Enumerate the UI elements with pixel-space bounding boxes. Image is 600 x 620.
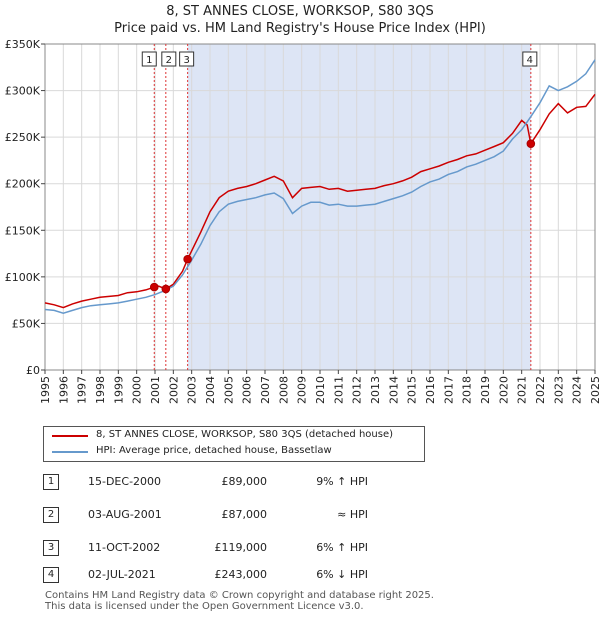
legend-label-hpi: HPI: Average price, detached house, Bass… — [96, 445, 332, 456]
x-tick-label: 2025 — [589, 376, 600, 404]
x-tick-label: 2011 — [332, 376, 345, 404]
chart-subtitle: Price paid vs. HM Land Registry's House … — [114, 21, 486, 36]
sale-number-badge: 2 — [43, 507, 59, 523]
x-tick-label: 2009 — [296, 376, 309, 404]
sale-point — [161, 284, 171, 294]
chart-legend: 8, ST ANNES CLOSE, WORKSOP, S80 3QS (det… — [43, 426, 425, 462]
shaded-period — [187, 44, 531, 370]
sale-hpi-comparison: 6% ↑ HPI — [316, 541, 368, 554]
sale-row: 4 02-JUL-2021 £243,000 6% ↓ HPI — [43, 567, 473, 587]
sale-row: 2 03-AUG-2001 £87,000 ≈ HPI — [43, 507, 473, 527]
x-tick-label: 1998 — [94, 376, 107, 404]
x-tick-label: 2017 — [442, 376, 455, 404]
x-tick-label: 2007 — [259, 376, 272, 404]
hpi-line — [44, 59, 596, 314]
x-tick-label: 2008 — [277, 376, 290, 404]
x-tick-label: 2003 — [186, 376, 199, 404]
x-tick-label: 2016 — [424, 376, 437, 404]
x-tick-label: 2024 — [571, 376, 584, 404]
x-tick-label: 2020 — [497, 376, 510, 404]
sale-point — [526, 139, 536, 148]
sale-marker-label: 1 — [146, 55, 152, 66]
sale-marker-box — [179, 51, 195, 67]
y-tick-label: £350K — [5, 38, 41, 51]
sale-date: 02-JUL-2021 — [88, 568, 156, 581]
sale-hpi-comparison: ≈ HPI — [337, 508, 368, 521]
y-tick-label: £0 — [26, 364, 40, 377]
y-tick-label: £200K — [5, 178, 41, 191]
x-tick-label: 2004 — [204, 376, 217, 404]
property-price-line — [44, 93, 596, 309]
sale-date: 03-AUG-2001 — [88, 508, 162, 521]
sale-marker-label: 4 — [527, 55, 533, 66]
x-tick-label: 2001 — [149, 376, 162, 404]
x-tick-label: 1997 — [76, 376, 89, 404]
sale-row: 3 11-OCT-2002 £119,000 6% ↑ HPI — [43, 540, 473, 560]
chart-title: 8, ST ANNES CLOSE, WORKSOP, S80 3QS — [166, 4, 434, 19]
sale-number-badge: 4 — [43, 567, 59, 583]
y-tick-label: £100K — [5, 271, 41, 284]
x-tick-label: 1996 — [57, 376, 70, 404]
sale-marker-box — [141, 51, 157, 67]
x-tick-label: 2014 — [387, 376, 400, 404]
x-tick-label: 2015 — [406, 376, 419, 404]
x-tick-label: 2022 — [534, 376, 547, 404]
x-tick-label: 1995 — [39, 376, 52, 404]
sale-number-badge: 1 — [43, 474, 59, 490]
legend-label-property: 8, ST ANNES CLOSE, WORKSOP, S80 3QS (det… — [96, 429, 393, 440]
x-tick-label: 2019 — [479, 376, 492, 404]
x-tick-label: 2013 — [369, 376, 382, 404]
sale-price: £243,000 — [214, 568, 268, 581]
y-tick-label: £300K — [5, 85, 41, 98]
x-tick-label: 2005 — [222, 376, 235, 404]
price-chart: 1 2 3 4 £0 £50K £100K £150K £200K £250K £300K £350K… — [5, 38, 600, 404]
sale-price: £89,000 — [221, 475, 268, 488]
x-tick-label: 2006 — [241, 376, 254, 404]
sale-date: 15-DEC-2000 — [88, 475, 162, 488]
sale-date: 11-OCT-2002 — [88, 541, 161, 554]
footer-copyright: Contains HM Land Registry data © Crown c… — [45, 590, 434, 601]
sale-row: 1 15-DEC-2000 £89,000 9% ↑ HPI — [43, 474, 473, 494]
sale-marker-box — [522, 51, 538, 67]
sale-marker-box — [161, 51, 177, 67]
x-tick-label: 2023 — [552, 376, 565, 404]
footer-licence: This data is licensed under the Open Gov… — [45, 601, 364, 612]
sale-point — [149, 282, 159, 292]
legend-swatch-hpi — [52, 451, 88, 453]
legend-swatch-property — [52, 435, 88, 437]
x-tick-label: 2002 — [167, 376, 180, 404]
sale-point — [183, 254, 192, 264]
y-tick-label: £150K — [5, 224, 41, 237]
y-tick-label: £250K — [5, 131, 41, 144]
y-tick-label: £50K — [12, 317, 41, 330]
sale-hpi-comparison: 6% ↓ HPI — [316, 568, 368, 581]
sale-number-badge: 3 — [43, 540, 59, 556]
x-tick-label: 2018 — [461, 376, 474, 404]
x-tick-label: 1999 — [112, 376, 125, 404]
sale-marker-label: 3 — [183, 55, 189, 66]
sale-hpi-comparison: 9% ↑ HPI — [316, 475, 368, 488]
x-tick-label: 2021 — [516, 376, 529, 404]
x-tick-label: 2010 — [314, 376, 327, 404]
sale-marker-label: 2 — [166, 55, 172, 66]
footer-attribution: Contains HM Land Registry data © Crown c… — [45, 590, 434, 612]
x-tick-label: 2012 — [351, 376, 364, 404]
sale-price: £87,000 — [221, 508, 268, 521]
sale-price: £119,000 — [214, 541, 268, 554]
x-tick-label: 2000 — [131, 376, 144, 404]
